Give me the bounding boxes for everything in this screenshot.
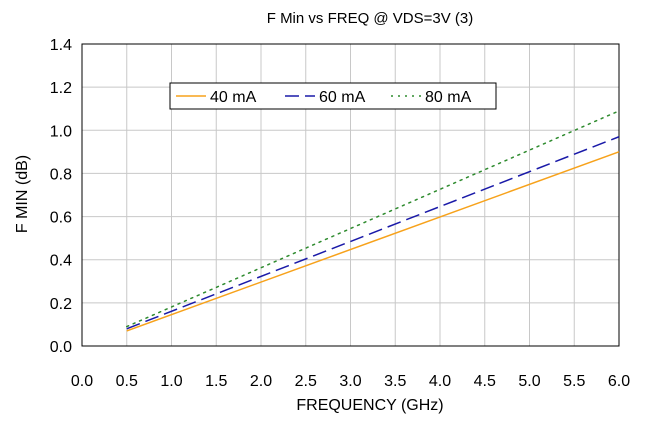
chart-title: F Min vs FREQ @ VDS=3V (3) xyxy=(267,10,474,27)
x-tick-label: 0.5 xyxy=(116,373,138,390)
x-tick-label: 3.0 xyxy=(339,373,361,390)
x-tick-label: 6.0 xyxy=(608,373,630,390)
y-tick-label: 0.2 xyxy=(50,296,72,313)
y-tick-label: 0.6 xyxy=(50,210,72,227)
legend: 40 mA 60 mA 80 mA xyxy=(170,83,496,109)
y-tick-label: 0.8 xyxy=(50,166,72,183)
y-axis-ticks: 0.0 0.2 0.4 0.6 0.8 1.0 1.2 1.4 xyxy=(50,37,72,356)
y-axis-label: F MIN (dB) xyxy=(14,155,31,233)
x-tick-label: 3.5 xyxy=(384,373,406,390)
series-line-1 xyxy=(127,152,619,331)
x-tick-label: 4.0 xyxy=(429,373,451,390)
x-tick-label: 5.0 xyxy=(518,373,540,390)
x-tick-label: 1.0 xyxy=(160,373,182,390)
x-tick-label: 5.5 xyxy=(563,373,585,390)
y-tick-label: 0.0 xyxy=(50,339,72,356)
x-tick-label: 0.0 xyxy=(71,373,93,390)
series-lines xyxy=(127,111,619,331)
series-line-2 xyxy=(127,137,619,329)
x-axis-ticks: 0.0 0.5 1.0 1.5 2.0 2.5 3.0 3.5 4.0 4.5 5.0 5.5 6.0 xyxy=(71,373,630,390)
legend-label-2: 60 mA xyxy=(319,89,366,106)
series-line-3 xyxy=(127,111,619,327)
x-tick-label: 4.5 xyxy=(474,373,496,390)
x-tick-label: 1.5 xyxy=(205,373,227,390)
y-tick-label: 0.4 xyxy=(50,253,72,270)
y-tick-label: 1.0 xyxy=(50,123,72,140)
legend-label-1: 40 mA xyxy=(210,89,257,106)
y-tick-label: 1.2 xyxy=(50,80,72,97)
x-axis-label: FREQUENCY (GHz) xyxy=(296,397,443,414)
legend-label-3: 80 mA xyxy=(425,89,472,106)
x-tick-label: 2.5 xyxy=(295,373,317,390)
y-tick-label: 1.4 xyxy=(50,37,72,54)
x-tick-label: 2.0 xyxy=(250,373,272,390)
